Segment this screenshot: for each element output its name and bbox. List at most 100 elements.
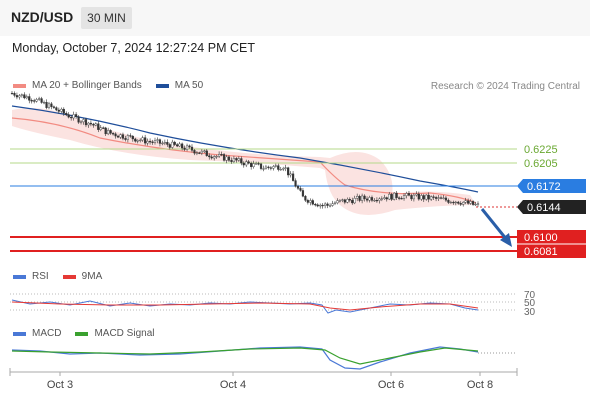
candle-body xyxy=(457,201,460,204)
x-tick-oct6: Oct 6 xyxy=(378,379,404,391)
candle-body xyxy=(131,135,134,140)
legend-label-ma20: MA 20 + Bollinger Bands xyxy=(32,80,142,91)
candle-body xyxy=(348,198,351,201)
candle-body xyxy=(94,123,97,126)
candle-body xyxy=(301,190,305,197)
candle-body xyxy=(252,163,255,167)
candle-body xyxy=(296,186,300,189)
candle-body xyxy=(205,150,208,156)
candle-body xyxy=(420,195,423,200)
candle-body xyxy=(23,94,26,99)
candle-body xyxy=(422,195,425,200)
candle-body xyxy=(72,114,75,119)
candle-body xyxy=(407,193,411,196)
candle-body xyxy=(274,165,277,167)
candle-body xyxy=(430,196,433,200)
candle-body xyxy=(173,141,176,145)
candle-body xyxy=(462,202,465,205)
candle-body xyxy=(254,163,258,165)
level-label-0-6081: 0.6081 xyxy=(524,246,558,258)
candle-body xyxy=(176,144,179,147)
candle-body xyxy=(200,150,203,154)
candle-body xyxy=(447,199,450,203)
candle-body xyxy=(279,169,282,171)
candle-body xyxy=(402,195,406,199)
candle-body xyxy=(398,197,401,199)
candle-body xyxy=(75,114,78,117)
rsi-level-30: 30 xyxy=(524,307,536,318)
macd-signal-line xyxy=(11,347,479,365)
candle-body xyxy=(373,200,376,202)
candle-body xyxy=(151,141,154,143)
candle-body xyxy=(454,201,457,204)
candle-body xyxy=(242,162,245,166)
symbol-title: NZD/USD xyxy=(11,9,74,25)
candle-body xyxy=(65,112,68,115)
candle-body xyxy=(57,109,60,112)
candle-body xyxy=(259,163,263,169)
candles xyxy=(10,91,480,209)
level-label-0-6205: 0.6205 xyxy=(524,158,558,170)
candle-body xyxy=(314,204,317,206)
level-tag-current: 0.6172 xyxy=(517,179,586,193)
candle-body xyxy=(245,161,248,166)
candle-body xyxy=(232,158,236,162)
main-legend: MA 20 + Bollinger Bands MA 50 xyxy=(13,80,203,91)
x-tick-oct4: Oct 4 xyxy=(220,379,246,391)
candle-body xyxy=(361,195,364,201)
candle-body xyxy=(304,196,307,201)
candle-body xyxy=(328,205,332,207)
candle-body xyxy=(333,202,337,204)
candle-body xyxy=(316,204,319,207)
candle-body xyxy=(284,167,287,169)
candle-body xyxy=(163,141,166,144)
candle-body xyxy=(464,200,467,203)
candle-body xyxy=(10,92,14,95)
candle-body xyxy=(208,155,211,158)
candle-body xyxy=(287,167,290,176)
candle-body xyxy=(28,96,31,101)
candle-body xyxy=(107,130,110,135)
candle-body xyxy=(449,201,452,204)
candle-body xyxy=(220,154,223,156)
candle-body xyxy=(442,197,445,199)
candle-body xyxy=(400,198,403,200)
candle-body xyxy=(439,197,443,199)
candle-body xyxy=(89,122,92,125)
candle-body xyxy=(356,196,359,199)
candle-body xyxy=(326,203,329,206)
candle-body xyxy=(47,103,51,108)
candle-body xyxy=(378,198,381,201)
candle-body xyxy=(227,156,231,161)
timeframe-button[interactable]: 30 MIN xyxy=(81,7,132,29)
candle-body xyxy=(104,127,107,135)
rsi-level-70: 70 xyxy=(524,290,536,301)
candle-body xyxy=(341,199,344,201)
candle-body xyxy=(289,173,292,176)
candle-body xyxy=(79,121,83,123)
level-tag-support: 0.6100 0.6081 xyxy=(517,230,586,258)
candle-body xyxy=(365,198,369,201)
candle-body xyxy=(444,197,448,201)
candle-body xyxy=(129,135,132,137)
candle-body xyxy=(158,139,162,144)
candle-body xyxy=(82,119,85,123)
candle-body xyxy=(375,200,379,202)
candle-body xyxy=(144,137,147,144)
candle-body xyxy=(363,195,366,200)
candle-body xyxy=(136,140,139,142)
candle-body xyxy=(203,150,206,152)
candle-body xyxy=(343,199,346,203)
candle-body xyxy=(235,158,238,161)
candle-body xyxy=(225,156,228,161)
rsi-level-50: 50 xyxy=(524,298,536,309)
candle-body xyxy=(306,200,309,203)
candle-body xyxy=(427,194,430,200)
candle-body xyxy=(250,163,253,167)
macd-line xyxy=(11,346,479,370)
candle-body xyxy=(87,122,90,126)
candle-body xyxy=(264,166,268,169)
candle-body xyxy=(351,200,354,204)
rsi-9ma-line xyxy=(11,301,479,311)
